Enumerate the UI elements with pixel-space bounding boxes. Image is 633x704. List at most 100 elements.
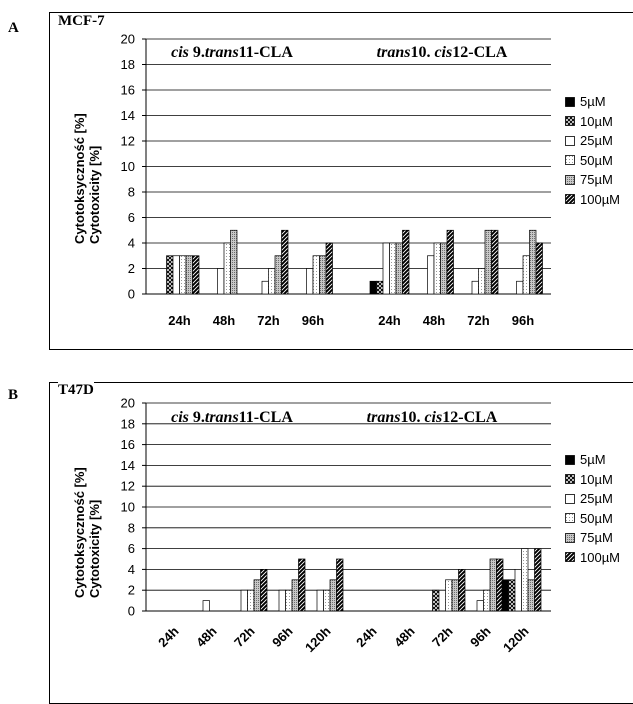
cell-line-label: T47D xyxy=(58,382,94,399)
legend-item: 25µM xyxy=(565,131,620,151)
x-tick-labels: 24h 48h 72h 96h 120h 24h 48h 72h 96h 120h xyxy=(155,623,531,655)
bar-75µM-72h xyxy=(484,229,492,295)
x-tick-label: 24h xyxy=(155,623,181,649)
legend-swatch xyxy=(565,135,575,146)
x-tick-label: 72h xyxy=(467,313,489,328)
bar-75µM-96h xyxy=(319,255,327,295)
legend-swatch xyxy=(565,454,575,465)
bar-50µM-96h xyxy=(522,255,530,295)
y-tick-label: 16 xyxy=(121,83,135,98)
y-axis-label: Cytotoksyczność [%] Cytotoxicity [%] xyxy=(72,467,102,598)
legend-item: 5µM xyxy=(565,450,620,470)
y-tick-label: 6 xyxy=(128,210,135,225)
bar-100µM-96h xyxy=(298,558,306,612)
bar-25µM-120h xyxy=(514,569,522,612)
x-tick-label: 120h xyxy=(302,623,334,655)
y-tick-label: 14 xyxy=(121,458,135,473)
x-tick-label: 24h xyxy=(353,623,379,649)
legend-item: 10µM xyxy=(565,112,620,132)
cell-line-label: MCF-7 xyxy=(58,13,105,30)
y-tick-label: 8 xyxy=(128,185,135,200)
bar-100µM-72h xyxy=(260,569,268,612)
bar-25µM-72h xyxy=(240,589,248,612)
y-tick-label: 2 xyxy=(128,583,135,598)
x-tick-label: 96h xyxy=(302,313,324,328)
chart-svg-b: 0 2 4 6 8 10 12 14 16 18 20 24h 48h 72h 96h 120h 24h 48h 7… xyxy=(121,396,551,655)
x-tick-label: 96h xyxy=(512,313,534,328)
y-tick-label: 0 xyxy=(128,604,135,619)
legend-item: 100µM xyxy=(565,190,620,210)
bar-10µM-24h xyxy=(166,255,174,295)
bar-75µM-96h xyxy=(489,558,497,612)
y-tick-label: 16 xyxy=(121,437,135,452)
legend-item: 10µM xyxy=(565,470,620,490)
legend-label: 100µM xyxy=(580,191,621,207)
x-tick-labels: 24h 48h 72h 96h 24h 48h 72h 96h xyxy=(168,313,534,328)
legend-label: 50µM xyxy=(580,510,613,526)
legend-swatch xyxy=(565,174,575,185)
bar-25µM-24h xyxy=(172,255,180,295)
bar-5µM-120h xyxy=(501,579,509,612)
y-tick-label: 10 xyxy=(121,500,135,515)
legend: 5µM 10µM 25µM 50µM 75µM 100µM xyxy=(565,92,620,209)
bar-75µM-72h xyxy=(451,579,459,612)
bar-75µM-120h xyxy=(329,579,337,612)
y-tick-label: 12 xyxy=(121,479,135,494)
bar-50µM-24h xyxy=(389,242,397,295)
bar-25µM-48h xyxy=(427,255,435,295)
bars xyxy=(202,548,542,612)
y-tick-label: 14 xyxy=(121,108,135,123)
legend-label: 25µM xyxy=(580,133,613,148)
y-axis-label: Cytotoksyczność [%] Cytotoxicity [%] xyxy=(72,113,102,244)
bar-100µM-72h xyxy=(491,229,499,295)
bar-75µM-24h xyxy=(395,242,403,295)
panel-a: A 0 2 4 6 8 10 12 14 16 18 20 24h 48h 72h 96h 24h 48h 72h… xyxy=(0,0,633,350)
bar-10µM-24h xyxy=(376,280,384,295)
bar-25µM-72h xyxy=(471,280,479,295)
panel-letter: A xyxy=(8,20,19,36)
bar-50µM-48h xyxy=(223,242,231,295)
legend-item: 100µM xyxy=(565,548,620,568)
legend-item: 5µM xyxy=(565,92,620,112)
y-tick-label: 18 xyxy=(121,416,135,431)
legend-swatch xyxy=(565,532,575,543)
legend-label: 100µM xyxy=(580,549,621,565)
panel-b: B 0 2 4 6 8 10 12 14 16 18 20 24h 48h 72h 96h 120h 24h 48… xyxy=(0,370,633,704)
group-title: trans10. cis12-CLA xyxy=(367,409,498,426)
bar-100µM-120h xyxy=(534,548,542,612)
legend-label: 50µM xyxy=(580,152,613,168)
bar-100µM-72h xyxy=(281,229,289,295)
bar-50µM-120h xyxy=(323,589,331,612)
x-tick-label: 24h xyxy=(378,313,400,328)
bar-100µM-96h xyxy=(535,242,543,295)
bar-50µM-72h xyxy=(445,579,453,612)
legend-label: 75µM xyxy=(580,530,613,545)
bar-25µM-24h xyxy=(382,242,390,295)
y-tick-label: 12 xyxy=(121,134,135,149)
bar-5µM-24h xyxy=(369,280,377,295)
bar-75µM-48h xyxy=(440,242,448,295)
y-tick-label: 4 xyxy=(128,562,135,577)
bar-25µM-72h xyxy=(261,280,269,295)
legend-label: 10µM xyxy=(580,471,613,487)
legend-label: 25µM xyxy=(580,491,613,506)
y-tick-label: 20 xyxy=(121,32,135,47)
bar-25µM-96h xyxy=(306,268,314,295)
group-title: cis 9.trans11-CLA xyxy=(171,409,293,426)
bar-100µM-24h xyxy=(192,255,200,295)
bar-75µM-120h xyxy=(527,579,535,612)
y-axis-label-line-2: Cytotoxicity [%] xyxy=(87,499,102,598)
bar-50µM-24h xyxy=(179,255,187,295)
bar-25µM-96h xyxy=(516,280,524,295)
legend-item: 50µM xyxy=(565,509,620,529)
legend-item: 75µM xyxy=(565,170,620,190)
legend-label: 75µM xyxy=(580,172,613,187)
group-title: cis 9.trans11-CLA xyxy=(171,44,293,61)
bar-75µM-48h xyxy=(230,229,238,295)
chart-svg-a: 0 2 4 6 8 10 12 14 16 18 20 24h 48h 72h 96h 24h 48h 72h 96… xyxy=(121,32,551,328)
bar-50µM-72h xyxy=(247,589,255,612)
bar-100µM-120h xyxy=(336,558,344,612)
x-tick-label: 48h xyxy=(391,623,417,649)
y-tick-label: 0 xyxy=(128,287,135,302)
group-title: trans10. cis12-CLA xyxy=(377,44,508,61)
